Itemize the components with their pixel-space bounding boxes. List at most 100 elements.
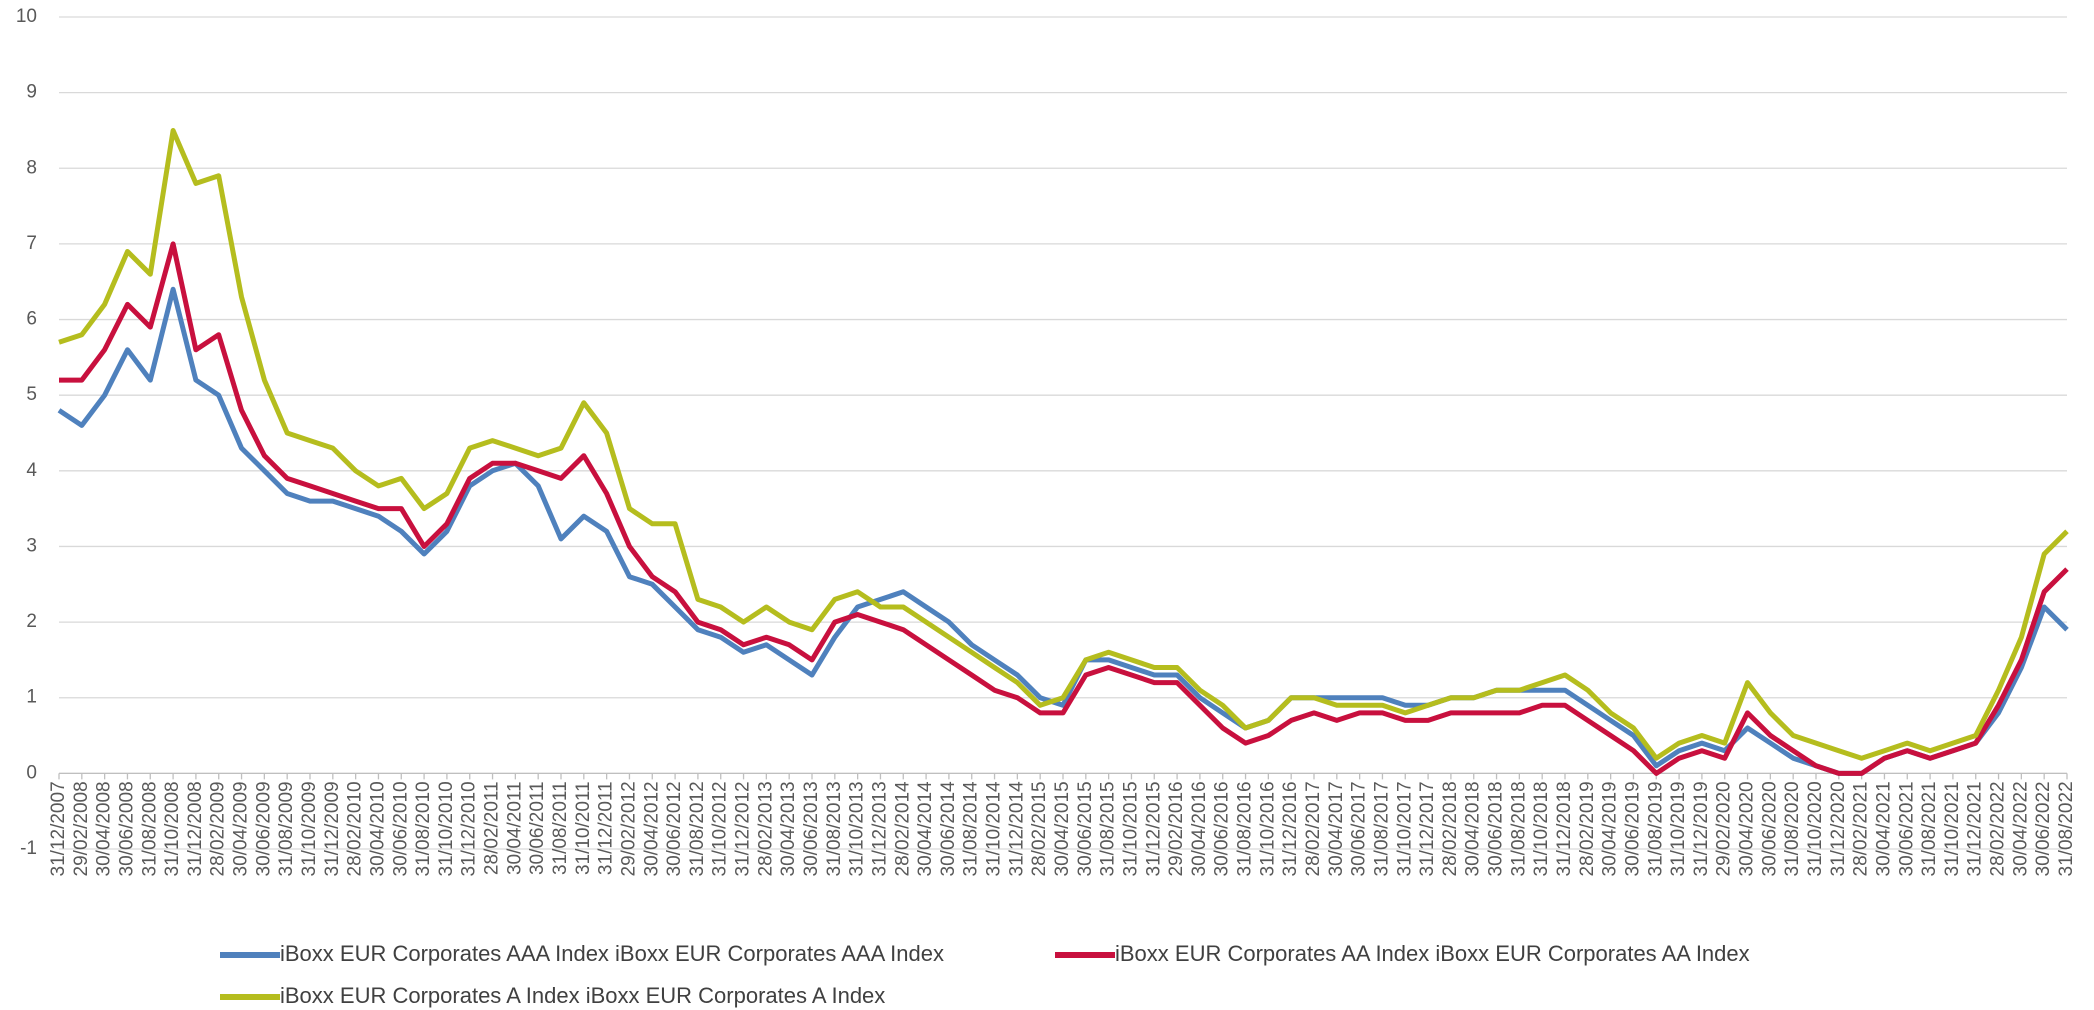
x-tick-label: 28/02/2019: [1577, 781, 1598, 876]
x-tick-label: 30/04/2012: [641, 781, 662, 876]
x-tick-label: 31/08/2011: [550, 781, 571, 875]
x-tick-label: 28/02/2018: [1440, 781, 1461, 876]
x-tick-label: 31/08/2020: [1782, 781, 1803, 876]
x-tick-label: 31/12/2012: [733, 781, 754, 876]
x-tick-label: 30/06/2010: [390, 781, 411, 876]
x-tick-label: 31/08/2022: [2056, 781, 2077, 876]
y-tick-label: 6: [26, 309, 37, 330]
legend-text: iBoxx EUR Corporates AA Index iBoxx EUR …: [1115, 941, 1750, 966]
x-tick-label: 30/06/2020: [1759, 781, 1780, 876]
x-tick-label: 31/12/2007: [48, 781, 69, 876]
x-tick-label: 30/04/2021: [1873, 781, 1894, 876]
x-tick-label: 31/10/2015: [1120, 781, 1141, 876]
x-tick-label: 30/04/2008: [94, 781, 115, 876]
x-tick-label: 30/04/2010: [367, 781, 388, 876]
y-tick-label: -1: [20, 838, 37, 859]
data-line: [57, 286, 2069, 776]
x-tick-label: 30/04/2017: [1326, 781, 1347, 876]
data-line: [58, 128, 2069, 761]
x-tick-label: 28/02/2017: [1303, 781, 1324, 876]
x-tick-label: 28/02/2022: [1988, 781, 2009, 876]
x-tick-label: 31/12/2013: [869, 781, 890, 876]
x-tick-label: 30/06/2016: [1212, 781, 1233, 876]
x-tick-label: 28/02/2011: [482, 781, 503, 875]
y-tick-label: 8: [26, 157, 37, 178]
legend-text: iBoxx EUR Corporates AAA Index iBoxx EUR…: [280, 941, 944, 966]
y-tick-label: 7: [26, 233, 37, 254]
x-tick-label: 30/06/2014: [938, 781, 959, 877]
x-tick-label: 30/06/2022: [2033, 781, 2054, 876]
x-tick-label: 30/06/2009: [253, 781, 274, 876]
x-tick-label: 31/08/2008: [139, 781, 160, 876]
x-tick-label: 30/06/2019: [1622, 781, 1643, 876]
x-tick-label: 28/02/2015: [1029, 781, 1050, 876]
x-tick-label: 30/04/2015: [1052, 781, 1073, 876]
x-tick-label: 31/12/2016: [1280, 781, 1301, 876]
x-tick-label: 31/08/2019: [1645, 781, 1666, 876]
x-tick-label: 31/10/2012: [710, 781, 731, 876]
x-tick-label: 31/10/2016: [1257, 781, 1278, 876]
y-tick-label: 5: [26, 384, 37, 405]
x-tick-label: 31/08/2014: [961, 781, 982, 877]
x-tick-label: 30/06/2018: [1486, 781, 1507, 876]
x-tick-label: 31/08/2017: [1371, 781, 1392, 876]
x-tick-label: 30/06/2015: [1075, 781, 1096, 876]
x-tick-label: 31/08/2009: [276, 781, 297, 876]
x-tick-label: 31/10/2017: [1394, 781, 1415, 876]
x-tick-label: 31/08/2015: [1098, 781, 1119, 876]
x-tick-label: 30/04/2014: [915, 781, 936, 877]
x-tick-label: 31/10/2018: [1531, 781, 1552, 876]
x-tick-label: 29/02/2008: [71, 781, 92, 876]
y-tick-label: 10: [16, 6, 37, 27]
x-tick-label: 30/06/2021: [1896, 781, 1917, 876]
x-tick-label: 31/12/2009: [322, 781, 343, 876]
x-tick-label: 31/10/2020: [1805, 781, 1826, 876]
x-tick-label: 31/12/2018: [1554, 781, 1575, 876]
x-tick-label: 29/02/2016: [1166, 781, 1187, 876]
x-tick-label: 30/04/2018: [1463, 781, 1484, 876]
x-tick-label: 31/12/2010: [459, 781, 480, 876]
x-tick-label: 31/10/2014: [984, 781, 1005, 877]
x-tick-label: 31/12/2020: [1828, 781, 1849, 876]
x-tick-label: 31/10/2010: [436, 781, 457, 876]
x-tick-label: 31/12/2017: [1417, 781, 1438, 876]
x-tick-label: 31/10/2009: [299, 781, 320, 876]
x-tick-label: 30/04/2022: [2010, 781, 2031, 876]
x-tick-label: 31/08/2016: [1235, 781, 1256, 876]
y-tick-label: 1: [26, 687, 37, 708]
x-tick-label: 30/06/2011: [527, 781, 548, 875]
x-tick-label: 31/12/2014: [1006, 781, 1027, 877]
x-tick-label: 30/04/2013: [778, 781, 799, 876]
x-tick-label: 30/06/2008: [116, 781, 137, 876]
x-tick-label: 28/02/2021: [1851, 781, 1872, 876]
x-tick-label: 30/04/2019: [1600, 781, 1621, 876]
x-tick-label: 31/12/2015: [1143, 781, 1164, 876]
x-tick-label: 30/04/2020: [1737, 781, 1758, 876]
x-tick-label: 31/12/2021: [1965, 781, 1986, 876]
x-tick-label: 30/06/2017: [1349, 781, 1370, 876]
x-tick-label: 28/02/2009: [208, 781, 229, 876]
x-tick-label: 31/08/2018: [1508, 781, 1529, 876]
x-tick-label: 29/02/2020: [1714, 781, 1735, 876]
y-tick-label: 3: [26, 535, 37, 556]
y-tick-label: 0: [26, 762, 37, 783]
x-tick-label: 31/08/2012: [687, 781, 708, 876]
x-tick-label: 31/10/2008: [162, 781, 183, 876]
x-tick-label: 31/10/2011: [573, 781, 594, 875]
x-tick-label: 30/04/2009: [231, 781, 252, 876]
x-tick-label: 31/10/2019: [1668, 781, 1689, 876]
x-tick-label: 31/08/2021: [1919, 781, 1940, 876]
x-tick-label: 31/08/2010: [413, 781, 434, 876]
x-tick-label: 30/06/2013: [801, 781, 822, 876]
y-tick-label: 9: [26, 82, 37, 103]
x-tick-label: 28/02/2013: [755, 781, 776, 876]
x-tick-label: 28/02/2014: [892, 781, 913, 877]
x-tick-label: 31/12/2011: [596, 781, 617, 875]
x-tick-label: 31/12/2019: [1691, 781, 1712, 876]
x-tick-label: 31/10/2013: [847, 781, 868, 876]
x-tick-label: 31/08/2013: [824, 781, 845, 876]
x-tick-label: 28/02/2010: [345, 781, 366, 876]
x-tick-label: 31/10/2021: [1942, 781, 1963, 876]
x-tick-label: 30/04/2011: [504, 781, 525, 875]
